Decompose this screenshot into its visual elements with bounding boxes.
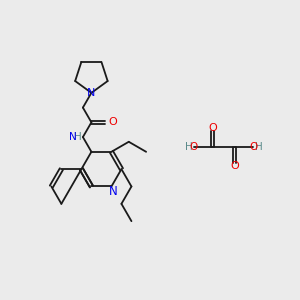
Text: O: O xyxy=(190,142,198,152)
Text: O: O xyxy=(108,117,117,127)
Text: H: H xyxy=(185,142,193,152)
Text: N: N xyxy=(69,132,76,142)
Text: O: O xyxy=(208,123,217,133)
Text: O: O xyxy=(230,161,239,171)
Text: N: N xyxy=(109,185,117,198)
Text: H: H xyxy=(254,142,262,152)
Text: O: O xyxy=(250,142,258,152)
Text: N: N xyxy=(87,88,96,98)
Text: H: H xyxy=(74,132,81,142)
